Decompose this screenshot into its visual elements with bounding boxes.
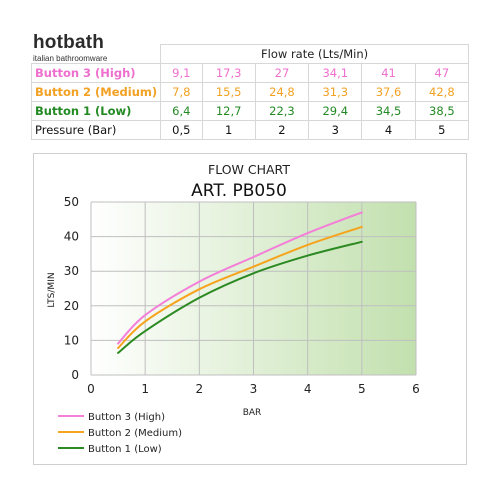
- legend-item-medium: Button 2 (Medium): [58, 428, 182, 439]
- table-cell: 22,3: [254, 101, 310, 121]
- table-header-row: Flow rate (Lts/Min): [32, 44, 469, 64]
- table-cell: 12,7: [201, 101, 256, 121]
- y-tick-label: 40: [64, 230, 79, 244]
- table-cell: 41: [361, 63, 416, 83]
- table-cell: 34,5: [361, 101, 416, 121]
- row-label-low: Button 1 (Low): [30, 101, 162, 121]
- table-cell: 7,8: [160, 82, 203, 102]
- table-cell: 1: [201, 120, 256, 140]
- y-tick-label: 30: [64, 264, 79, 278]
- table-cell: 3: [308, 120, 363, 140]
- table-row-medium: Button 2 (Medium) 7,8 15,5 24,8 31,3 37,…: [30, 82, 470, 102]
- y-tick-label: 50: [64, 195, 79, 209]
- table-cell: 0,5: [160, 120, 203, 140]
- legend-label: Button 1 (Low): [88, 444, 162, 455]
- y-tick-label: 20: [64, 299, 79, 313]
- x-axis-label: BAR: [243, 408, 262, 418]
- y-axis-label: LTS/MIN: [47, 272, 57, 307]
- x-tick-label: 1: [141, 382, 149, 396]
- x-tick-label: 5: [358, 382, 366, 396]
- table-cell: 6,4: [160, 101, 203, 121]
- x-tick-label: 4: [304, 382, 312, 396]
- series-line-high: [117, 211, 363, 345]
- table-row-high: Button 3 (High) 9,1 17,3 27 34,1 41 47: [30, 63, 470, 83]
- table-row-low: Button 1 (Low) 6,4 12,7 22,3 29,4 34,5 3…: [30, 101, 470, 121]
- series-line-low: [117, 240, 363, 354]
- row-label-pressure: Pressure (Bar): [30, 120, 162, 140]
- table-cell: 38,5: [414, 101, 470, 121]
- flow-chart: 0 1 2 3 4 5 6 0 10 20 30 40 50 FLOW CHART ART. PB050…: [33, 153, 467, 465]
- brand-tagline: italian bathroomware: [33, 54, 108, 63]
- x-tick-label: 2: [196, 382, 204, 396]
- brand-logo: hotbath italian bathroomware: [33, 32, 153, 64]
- table-cell: 15,5: [201, 82, 256, 102]
- table-cell: 27: [254, 63, 310, 83]
- flow-chart-svg: 0 1 2 3 4 5 6 0 10 20 30 40 50 FLOW CHART ART. PB050…: [47, 162, 420, 455]
- x-tick-label: 0: [87, 382, 95, 396]
- row-label-high: Button 3 (High): [30, 63, 162, 83]
- flow-rate-table: Flow rate (Lts/Min) Button 3 (High) 9,1 …: [30, 44, 470, 140]
- table-cell: 29,4: [308, 101, 363, 121]
- table-cell: 31,3: [308, 82, 363, 102]
- chart-title: FLOW CHART: [208, 162, 290, 177]
- row-label-medium: Button 2 (Medium): [30, 82, 162, 102]
- table-cell: 42,8: [414, 82, 470, 102]
- table-cell: 9,1: [160, 63, 203, 83]
- flow-rate-header: Flow rate (Lts/Min): [160, 44, 469, 64]
- legend-item-high: Button 3 (High): [58, 412, 165, 423]
- table-cell: 47: [414, 63, 470, 83]
- x-tick-label: 3: [250, 382, 258, 396]
- x-tick-label: 6: [412, 382, 420, 396]
- table-cell: 24,8: [254, 82, 310, 102]
- table-cell: 37,6: [361, 82, 416, 102]
- legend-label: Button 3 (High): [88, 412, 165, 423]
- table-cell: 2: [254, 120, 310, 140]
- table-cell: 4: [361, 120, 416, 140]
- table-cell: 5: [414, 120, 470, 140]
- chart-subtitle: ART. PB050: [191, 181, 287, 201]
- y-tick-label: 10: [64, 333, 79, 347]
- table-cell: 17,3: [201, 63, 256, 83]
- legend-item-low: Button 1 (Low): [58, 444, 162, 455]
- table-corner: [32, 45, 161, 64]
- table-cell: 34,1: [308, 63, 363, 83]
- table-row-pressure: Pressure (Bar) 0,5 1 2 3 4 5: [30, 120, 470, 140]
- brand-name: hotbath: [33, 32, 105, 53]
- series-line-medium: [117, 225, 363, 349]
- legend-label: Button 2 (Medium): [88, 428, 182, 439]
- y-tick-label: 0: [71, 368, 79, 382]
